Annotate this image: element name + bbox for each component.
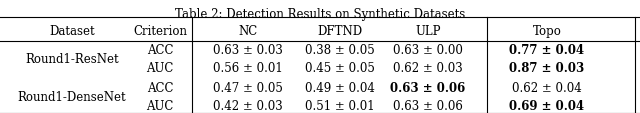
Text: Criterion: Criterion [133,25,187,38]
Text: ACC: ACC [147,44,173,57]
Text: Dataset: Dataset [49,25,95,38]
Text: 0.77 ± 0.04: 0.77 ± 0.04 [509,44,584,57]
Text: Table 2: Detection Results on Synthetic Datasets: Table 2: Detection Results on Synthetic … [175,8,465,21]
Text: AUC: AUC [147,61,173,74]
Text: NC: NC [238,25,258,38]
Text: 0.87 ± 0.03: 0.87 ± 0.03 [509,61,584,74]
Text: 0.63 ± 0.06: 0.63 ± 0.06 [390,82,466,95]
Text: AUC: AUC [147,99,173,112]
Text: 0.49 ± 0.04: 0.49 ± 0.04 [305,82,375,95]
Text: Round1-ResNet: Round1-ResNet [25,53,119,66]
Text: 0.63 ± 0.06: 0.63 ± 0.06 [393,99,463,112]
Text: Topo: Topo [532,25,561,38]
Text: 0.45 ± 0.05: 0.45 ± 0.05 [305,61,375,74]
Text: 0.62 ± 0.04: 0.62 ± 0.04 [512,82,582,95]
Text: 0.62 ± 0.03: 0.62 ± 0.03 [393,61,463,74]
Text: 0.47 ± 0.05: 0.47 ± 0.05 [213,82,283,95]
Text: Round1-DenseNet: Round1-DenseNet [18,90,126,103]
Text: 0.56 ± 0.01: 0.56 ± 0.01 [213,61,283,74]
Text: 0.63 ± 0.03: 0.63 ± 0.03 [213,44,283,57]
Text: 0.63 ± 0.00: 0.63 ± 0.00 [393,44,463,57]
Text: 0.42 ± 0.03: 0.42 ± 0.03 [213,99,283,112]
Text: DFTND: DFTND [317,25,363,38]
Text: 0.69 ± 0.04: 0.69 ± 0.04 [509,99,584,112]
Text: 0.51 ± 0.01: 0.51 ± 0.01 [305,99,375,112]
Text: ACC: ACC [147,82,173,95]
Text: ULP: ULP [415,25,441,38]
Text: 0.38 ± 0.05: 0.38 ± 0.05 [305,44,375,57]
